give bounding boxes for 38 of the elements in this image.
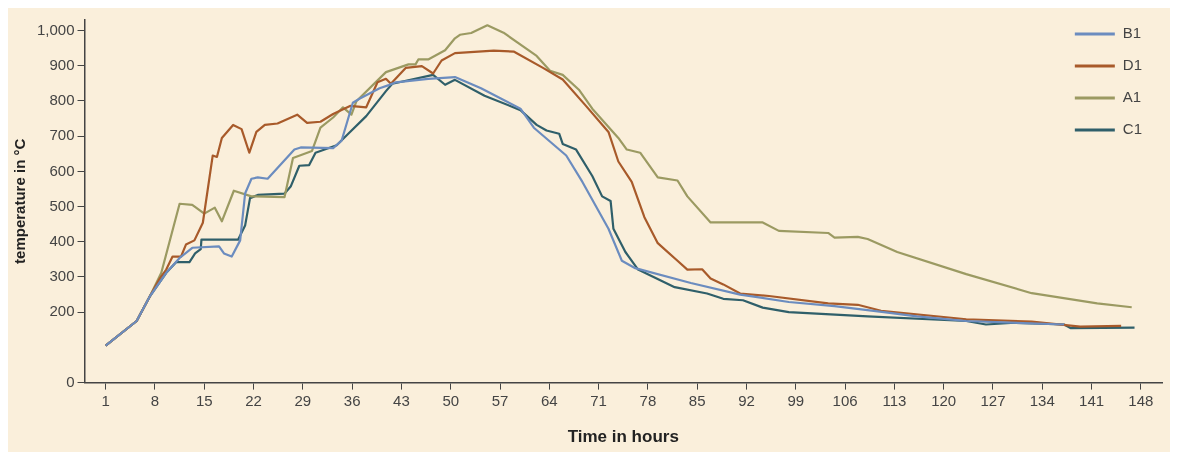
y-tick-label: 800: [49, 91, 75, 109]
x-tick-label: 1: [101, 391, 110, 409]
y-tick-label: 500: [49, 196, 75, 214]
y-tick-label: 400: [49, 231, 75, 249]
x-tick-label: 134: [1029, 391, 1055, 409]
x-tick-label: 29: [294, 391, 312, 409]
x-tick-label: 64: [540, 391, 558, 409]
y-tick-label: 700: [49, 126, 75, 144]
x-tick-label: 43: [393, 391, 410, 409]
x-tick-label: 15: [195, 391, 213, 409]
y-tick-label: 300: [49, 267, 75, 285]
x-tick-label: 141: [1079, 391, 1105, 409]
legend-label: D1: [1122, 56, 1143, 74]
x-tick-label: 71: [590, 391, 607, 409]
legend-label: C1: [1122, 120, 1143, 138]
x-tick-label: 148: [1128, 391, 1154, 409]
x-tick-label: 78: [639, 391, 657, 409]
x-tick-label: 127: [980, 391, 1006, 409]
y-axis-title: temperature in °C: [11, 138, 29, 264]
x-tick-label: 113: [882, 391, 907, 409]
y-tick-label: 0: [66, 372, 75, 390]
y-tick-label: 600: [49, 161, 75, 179]
y-tick-label: 1,000: [36, 20, 75, 38]
x-tick-label: 120: [931, 391, 957, 409]
x-tick-label: 106: [832, 391, 858, 409]
x-tick-label: 22: [245, 391, 262, 409]
x-tick-label: 99: [787, 391, 805, 409]
x-axis-title: Time in hours: [567, 427, 679, 447]
legend-label: B1: [1122, 24, 1142, 42]
x-tick-label: 85: [688, 391, 706, 409]
x-tick-label: 57: [491, 391, 509, 409]
x-tick-label: 36: [343, 391, 361, 409]
x-tick-label: 8: [150, 391, 160, 409]
x-tick-label: 50: [442, 391, 460, 409]
legend-label: A1: [1122, 88, 1142, 106]
y-tick-label: 900: [49, 55, 75, 73]
y-tick-label: 200: [49, 302, 75, 320]
x-tick-label: 92: [738, 391, 755, 409]
